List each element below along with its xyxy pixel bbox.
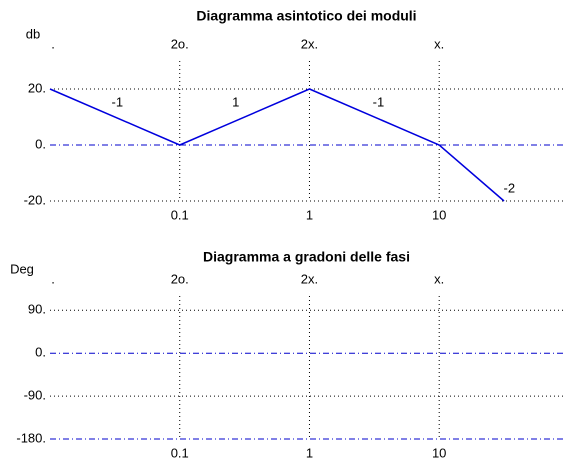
x-tick-label: 10 — [432, 207, 446, 222]
chart-title: Diagramma a gradoni delle fasi — [203, 249, 410, 265]
x-tick-label: 0.1 — [171, 207, 189, 222]
y-tick-label: -90. — [24, 388, 46, 403]
series-line — [49, 88, 505, 202]
x-tick-label: 0.1 — [171, 445, 189, 460]
x-tick-label: 1 — [306, 207, 313, 222]
y-tick-label: 0. — [35, 136, 46, 151]
slope-annotation: -1 — [373, 94, 385, 109]
x-tick-label: 1 — [306, 445, 313, 460]
y-tick-label: 20. — [28, 80, 46, 95]
x-tick-label: 10 — [432, 445, 446, 460]
y-axis-label: db — [26, 26, 40, 41]
y-tick-label: -180. — [16, 430, 46, 445]
top-tick-label: . — [51, 271, 55, 286]
top-tick-label: 2o. — [171, 36, 189, 51]
slope-annotation: 1 — [232, 94, 239, 109]
y-tick-label: 0. — [35, 345, 46, 360]
top-tick-label: x. — [434, 36, 444, 51]
top-tick-label: . — [51, 36, 55, 51]
top-tick-label: x. — [434, 271, 444, 286]
y-tick-label: 90. — [28, 302, 46, 317]
slope-annotation: -2 — [504, 180, 516, 195]
top-tick-label: 2x. — [301, 271, 318, 286]
slope-annotation: -1 — [111, 94, 123, 109]
chart-title: Diagramma asintotico dei moduli — [196, 8, 416, 24]
top-tick-label: 2x. — [301, 36, 318, 51]
y-tick-label: -20. — [24, 192, 46, 207]
top-tick-label: 2o. — [171, 271, 189, 286]
y-axis-label: Deg — [10, 261, 34, 276]
